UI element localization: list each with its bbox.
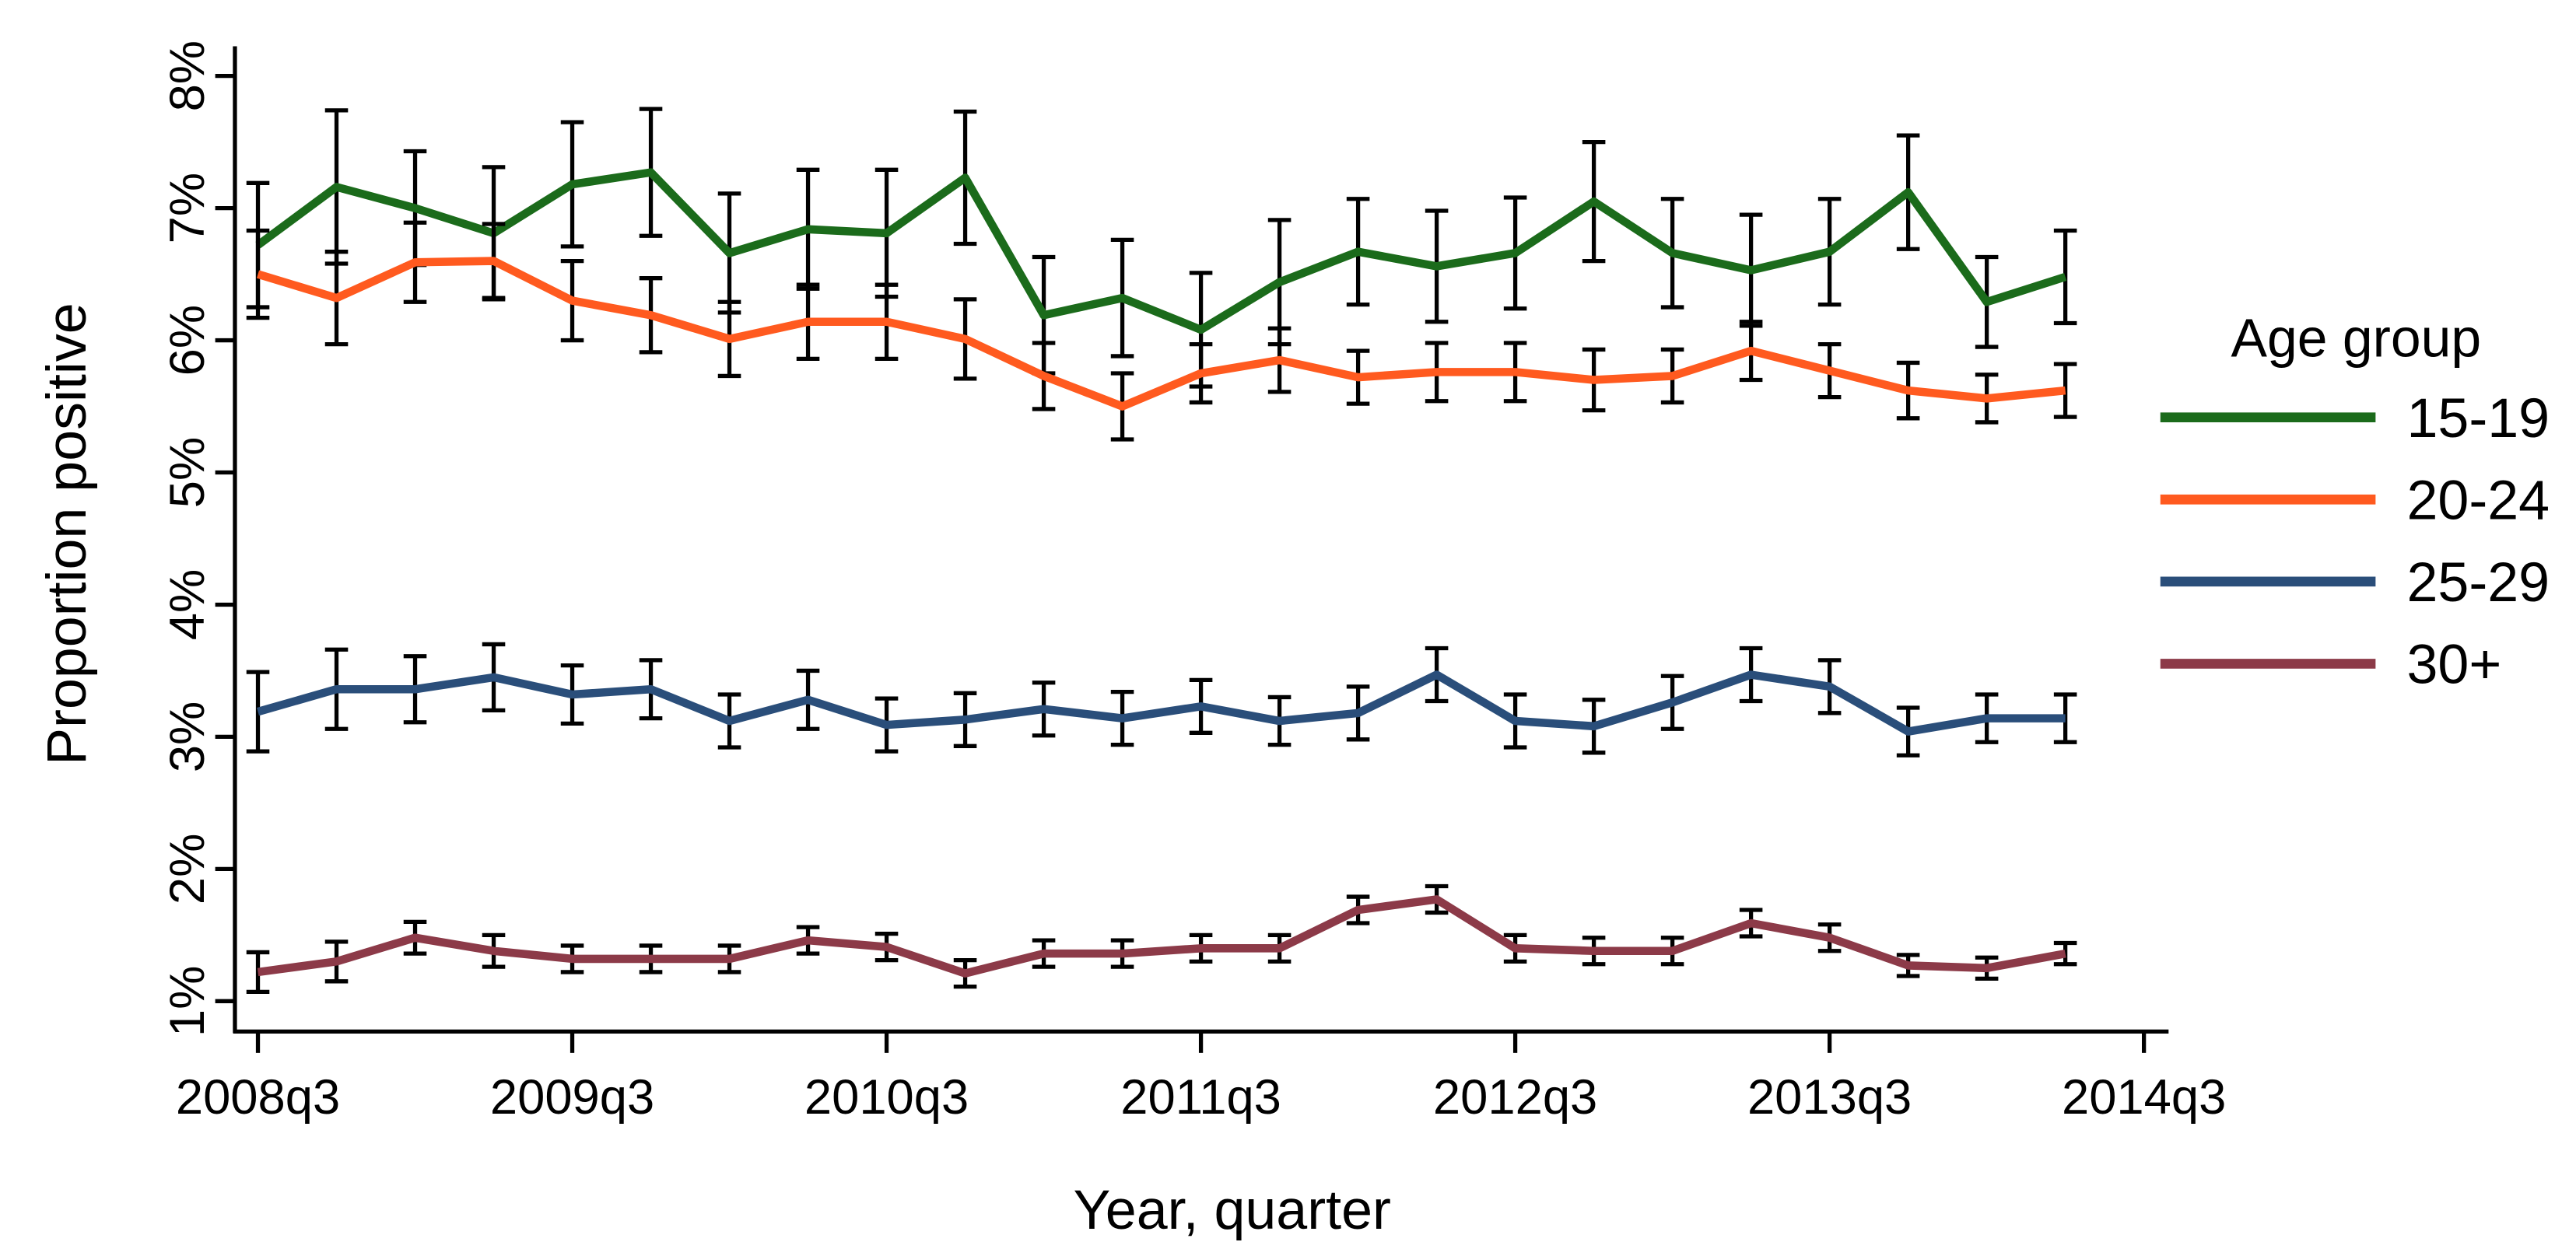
- series-line: [257, 670, 2066, 736]
- y-tick-label: 6%: [160, 305, 215, 376]
- y-tick-label: 1%: [160, 966, 215, 1037]
- y-tick-label: 2%: [160, 834, 215, 905]
- x-tick-label: 2013q3: [1747, 1070, 1912, 1125]
- series-line: [257, 895, 2066, 978]
- legend-title: Age group: [2231, 308, 2482, 369]
- y-tick-label: 4%: [160, 569, 215, 641]
- x-tick-label: 2012q3: [1433, 1070, 1597, 1125]
- x-axis-title: Year, quarter: [1074, 1179, 1391, 1241]
- legend-label: 30+: [2407, 634, 2502, 696]
- legend-label: 20-24: [2407, 470, 2550, 532]
- x-tick-label: 2010q3: [804, 1070, 969, 1125]
- y-tick-label: 3%: [160, 701, 215, 773]
- series-line: [255, 168, 2067, 334]
- y-tick-label: 7%: [160, 173, 215, 244]
- series-line: [256, 257, 2066, 411]
- x-tick-label: 2014q3: [2062, 1070, 2226, 1125]
- x-tick-label: 2009q3: [490, 1070, 654, 1125]
- legend-label: 25-29: [2407, 551, 2550, 614]
- y-axis-title: Proportion positive: [36, 303, 98, 765]
- legend-label: 15-19: [2407, 387, 2550, 450]
- y-tick-label: 5%: [160, 437, 215, 509]
- error-bar: [2053, 940, 2077, 967]
- x-tick-label: 2008q3: [176, 1070, 340, 1125]
- x-tick-label: 2011q3: [1120, 1070, 1281, 1125]
- y-tick-label: 8%: [160, 40, 215, 112]
